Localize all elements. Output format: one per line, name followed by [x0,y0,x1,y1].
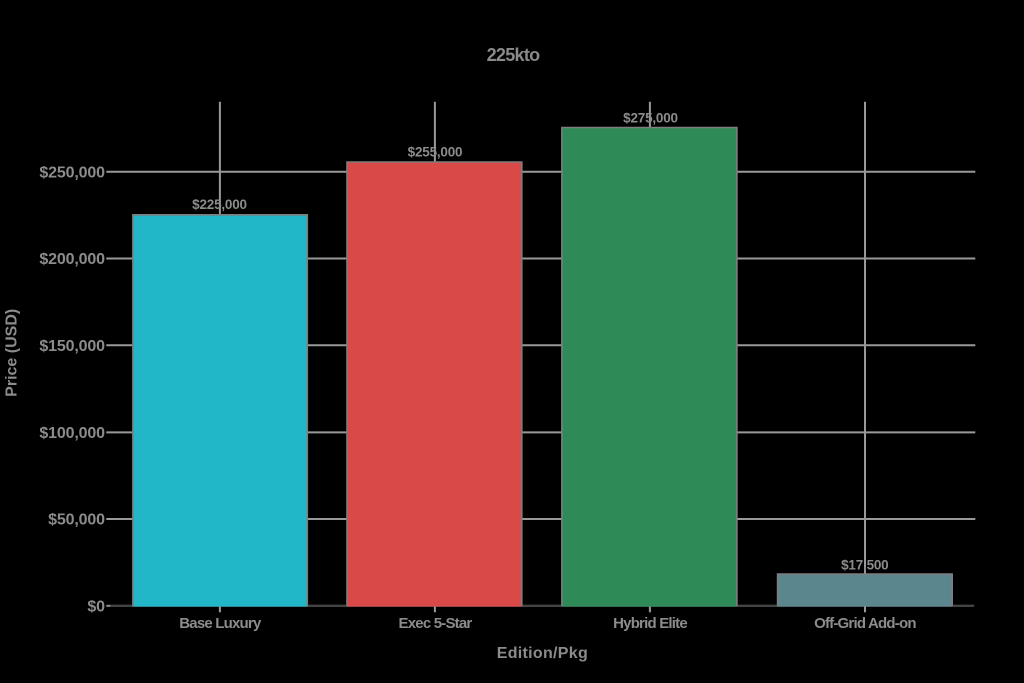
svg-text:Exec 5-Star: Exec 5-Star [399,615,473,632]
svg-text:$0: $0 [87,598,105,615]
svg-text:$50,000: $50,000 [48,512,105,529]
svg-text:$225,000: $225,000 [192,197,247,212]
svg-text:$100,000: $100,000 [39,425,105,442]
svg-text:Hybrid Elite: Hybrid Elite [613,615,687,632]
svg-text:$200,000: $200,000 [39,251,105,268]
svg-text:$17,500: $17,500 [841,557,888,572]
svg-text:225kto: 225kto [487,45,541,65]
svg-text:Off-Grid Add-on: Off-Grid Add-on [814,615,916,632]
svg-text:$255,000: $255,000 [408,145,463,160]
svg-text:Price (USD): Price (USD) [4,309,21,397]
svg-text:$250,000: $250,000 [39,164,105,181]
svg-text:Edition/Pkg: Edition/Pkg [497,645,588,662]
svg-text:$275,000: $275,000 [623,110,678,125]
svg-text:$150,000: $150,000 [39,338,105,355]
svg-text:Base Luxury: Base Luxury [179,615,262,632]
